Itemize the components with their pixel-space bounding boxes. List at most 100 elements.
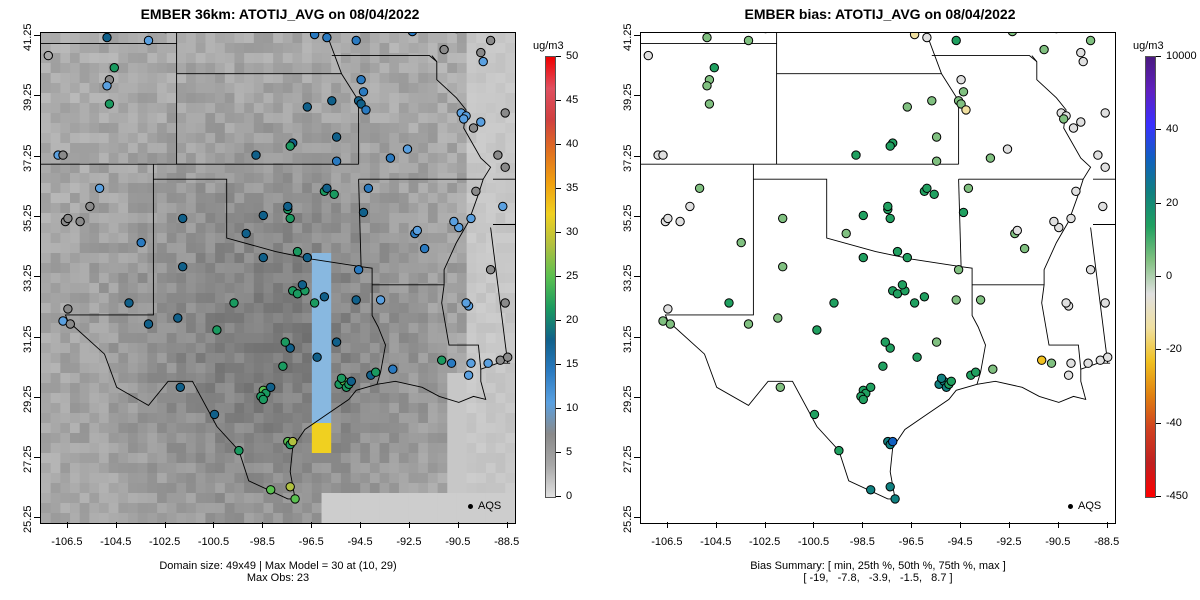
model-cell — [89, 113, 100, 124]
model-cell — [331, 203, 342, 214]
model-cell — [292, 383, 303, 394]
model-cell — [205, 133, 216, 144]
model-cell — [476, 173, 487, 184]
model-cell — [273, 253, 284, 264]
model-cell — [166, 373, 178, 384]
model-cell — [321, 233, 332, 244]
model-cell — [466, 353, 477, 364]
model-cell — [118, 503, 129, 514]
model-cell — [244, 513, 255, 523]
model-cell — [485, 273, 497, 284]
model-cell — [321, 223, 332, 234]
model-cell — [331, 503, 342, 514]
model-cell — [311, 253, 323, 264]
model-cell — [495, 493, 506, 504]
model-cell — [205, 243, 216, 254]
model-cell — [321, 323, 332, 334]
model-cell — [253, 293, 265, 304]
model-cell — [369, 103, 381, 114]
model-cell — [234, 63, 245, 74]
model-cell — [195, 403, 207, 414]
model-cell — [176, 43, 187, 54]
colorbar-tick-label: 25 — [566, 270, 579, 282]
state-boundary — [931, 55, 1038, 62]
model-cell — [418, 213, 429, 224]
model-cell — [263, 203, 274, 214]
model-cell — [311, 433, 323, 444]
model-cell — [224, 153, 236, 164]
model-cell — [340, 163, 352, 174]
model-cell — [398, 423, 410, 434]
model-cell — [41, 353, 52, 364]
model-cell — [108, 363, 119, 374]
model-cell — [70, 413, 81, 424]
model-cell — [447, 303, 458, 314]
model-cell — [437, 253, 448, 264]
model-cell — [60, 123, 71, 134]
model-cell — [437, 513, 448, 523]
model-cell — [215, 493, 226, 504]
model-cell — [476, 233, 487, 244]
model-cell — [379, 163, 390, 174]
colorbar-tick-mark — [556, 452, 561, 453]
model-cell — [418, 253, 429, 264]
model-cell — [495, 293, 506, 304]
model-cell — [147, 293, 158, 304]
model-cell — [398, 33, 410, 44]
model-cell — [60, 463, 71, 474]
model-cell — [302, 363, 313, 374]
model-cell — [495, 453, 506, 464]
model-cell — [505, 253, 515, 264]
model-cell — [147, 423, 158, 434]
model-cell — [273, 453, 284, 464]
model-cell — [292, 53, 303, 64]
model-cell — [60, 43, 71, 54]
model-cell — [273, 423, 284, 434]
model-cell — [447, 143, 458, 154]
model-cell — [408, 293, 419, 304]
model-cell — [137, 433, 148, 444]
x-tick-mark — [862, 522, 864, 528]
model-cell — [253, 453, 265, 464]
aqs-station — [704, 99, 715, 109]
model-cell — [244, 323, 255, 334]
model-cell — [166, 283, 178, 294]
model-cell — [369, 453, 381, 464]
model-cell — [166, 473, 178, 484]
model-cell — [360, 233, 371, 244]
model-cell — [398, 203, 410, 214]
model-cell — [331, 423, 342, 434]
bias-map[interactable] — [640, 32, 1116, 524]
model-cell — [408, 183, 419, 194]
model-cell — [60, 93, 71, 104]
model-cell — [157, 483, 168, 494]
colorbar-tick-mark — [1156, 496, 1161, 497]
model-cell — [89, 363, 100, 374]
model-cell — [408, 363, 419, 374]
concentration-map[interactable] — [40, 32, 516, 524]
model-cell — [369, 443, 381, 454]
model-cell — [60, 343, 71, 354]
model-cell — [128, 473, 139, 484]
model-cell — [70, 193, 81, 204]
model-cell — [447, 323, 458, 334]
aqs-station — [1059, 114, 1069, 124]
aqs-station — [778, 213, 788, 224]
model-cell — [224, 213, 236, 224]
model-cell — [253, 403, 265, 414]
model-cell — [302, 263, 313, 274]
aqs-station — [483, 358, 493, 368]
model-cell — [195, 263, 207, 274]
model-cell — [166, 153, 178, 164]
model-cell — [99, 483, 110, 494]
colorbar-tick-mark — [1156, 56, 1161, 57]
model-cell — [99, 273, 110, 284]
model-cell — [157, 203, 168, 214]
aqs-station — [988, 364, 998, 374]
model-cell — [321, 43, 332, 54]
model-cell — [99, 73, 110, 84]
model-cell — [166, 183, 178, 194]
model-cell — [128, 173, 139, 184]
model-cell — [128, 133, 139, 144]
model-cell — [495, 133, 506, 144]
